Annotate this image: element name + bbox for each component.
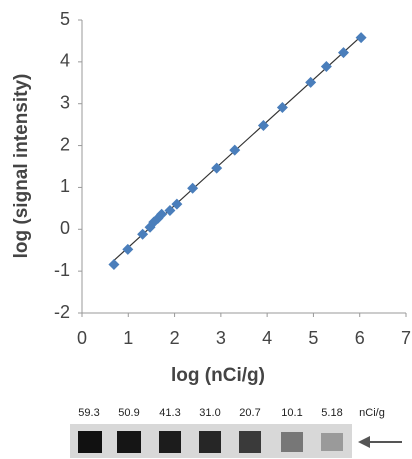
y-tick-label: -1 [54,260,70,280]
blot-label: 10.1 [281,407,302,419]
data-point [305,76,317,88]
x-tick-label: 1 [123,328,133,348]
data-point [229,144,241,156]
y-tick-label: 0 [60,218,70,238]
y-tick-label: 2 [60,134,70,154]
blot-band [239,431,261,453]
blot-band [78,431,102,453]
data-point [338,47,350,59]
data-point [320,60,332,72]
blot-label: 20.7 [239,407,260,419]
data-point [137,228,149,240]
arrow-head [358,436,370,448]
data-point [164,204,176,216]
data-point [187,182,199,194]
x-tick-label: 5 [308,328,318,348]
data-point [355,32,367,44]
x-tick-label: 2 [170,328,180,348]
y-tick-label: 3 [60,92,70,112]
x-tick-label: 3 [216,328,226,348]
data-point [171,198,183,210]
x-axis-title: log (nCi/g) [171,365,265,386]
blot-band [117,431,141,453]
data-point [211,162,223,174]
blot-strip [70,424,402,458]
y-tick-label: 4 [60,51,70,71]
data-point [276,101,288,113]
blot-band [159,431,181,453]
blot-unit: nCi/g [359,407,385,419]
x-tick-label: 6 [355,328,365,348]
y-axis-title: log (signal intensity) [11,74,32,259]
y-tick-label: -2 [54,302,70,322]
data-point [156,208,168,220]
y-tick-label: 1 [60,176,70,196]
x-tick-label: 7 [401,328,411,348]
blot-label: 31.0 [199,407,220,419]
x-tick-label: 4 [262,328,272,348]
blot-label: 50.9 [118,407,139,419]
data-point [108,258,120,270]
y-tick-label: 5 [60,9,70,29]
data-point [257,119,269,131]
blot-label: 41.3 [159,407,180,419]
blot-band [199,431,221,453]
blot-label: 59.3 [78,407,99,419]
blot-band [281,432,303,452]
blot-band [321,433,343,451]
x-tick-label: 0 [77,328,87,348]
data-point [122,243,134,255]
blot-label: 5.18 [321,407,342,419]
